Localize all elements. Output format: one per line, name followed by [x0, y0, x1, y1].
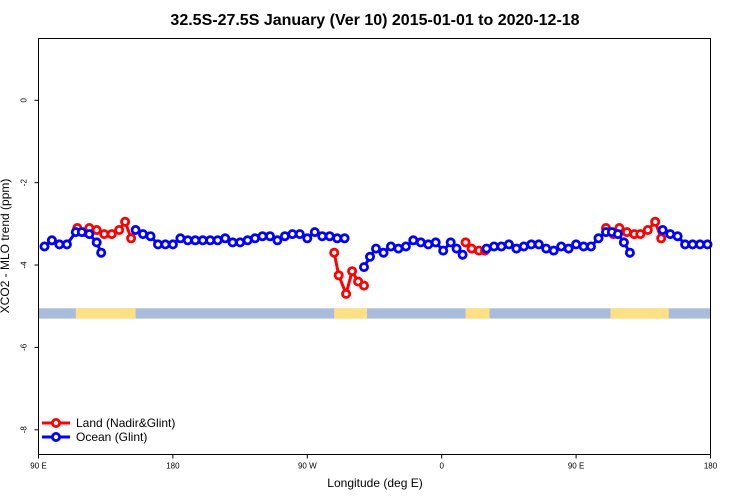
data-point: [46, 235, 57, 246]
data-point: [445, 237, 456, 248]
data-point: [635, 229, 646, 240]
data-point: [91, 224, 102, 235]
plot-frame: [38, 38, 711, 455]
data-point: [618, 237, 629, 248]
data-point: [106, 229, 117, 240]
data-point: [650, 216, 661, 227]
data-point: [370, 243, 381, 254]
data-point: [264, 231, 275, 242]
data-point: [702, 239, 713, 250]
data-point: [212, 235, 223, 246]
data-point: [84, 229, 95, 240]
series-layer: [39, 216, 713, 299]
x-tick-label: 180: [166, 462, 180, 471]
legend: Land (Nadir&Glint)Ocean (Glint): [42, 416, 175, 444]
data-point: [91, 237, 102, 248]
data-point: [329, 247, 340, 258]
x-tick-label: 90 W: [298, 462, 317, 471]
data-point: [378, 247, 389, 258]
legend-item-land-nadir-glint: Land (Nadir&Glint): [42, 416, 175, 430]
data-point: [339, 233, 350, 244]
data-point: [400, 241, 411, 252]
data-point: [541, 243, 552, 254]
legend-label: Land (Nadir&Glint): [76, 416, 175, 430]
chart-title: 32.5S-27.5S January (Ver 10) 2015-01-01 …: [170, 12, 579, 29]
data-point: [533, 239, 544, 250]
data-point: [76, 227, 87, 238]
data-point: [612, 229, 623, 240]
data-point: [130, 224, 141, 235]
data-point: [358, 280, 369, 291]
data-point: [672, 231, 683, 242]
series-ocean-glint: [39, 224, 713, 273]
legend-item-ocean-glint: Ocean (Glint): [42, 430, 147, 444]
land-band-segment: [334, 308, 368, 319]
data-point: [657, 224, 668, 235]
data-point: [358, 262, 369, 273]
x-axis: 90 E 180 90 W 0 90 E 180: [30, 454, 718, 471]
y-tick-label: 0: [20, 98, 29, 103]
y-axis-label: XCO2 - MLO trend (ppm): [0, 179, 12, 314]
y-tick-label: -6: [20, 343, 29, 351]
land-band-segment: [610, 308, 669, 319]
legend-marker: [51, 417, 62, 428]
land-band-segment: [75, 308, 136, 319]
data-point: [624, 247, 635, 258]
data-point: [145, 231, 156, 242]
legend-marker: [51, 431, 62, 442]
data-point: [120, 216, 131, 227]
y-tick-label: -8: [20, 426, 29, 434]
data-point: [61, 239, 72, 250]
data-point: [503, 239, 514, 250]
legend-label: Ocean (Glint): [76, 430, 147, 444]
data-point: [364, 251, 375, 262]
data-point: [294, 229, 305, 240]
data-point: [415, 237, 426, 248]
data-point: [114, 224, 125, 235]
y-axis: 0 -2 -4 -6 -8: [20, 98, 39, 434]
data-point: [272, 235, 283, 246]
data-point: [341, 288, 352, 299]
data-point: [457, 249, 468, 260]
data-point: [586, 241, 597, 252]
data-point: [451, 243, 462, 254]
data-point: [39, 241, 50, 252]
y-tick-label: -2: [20, 179, 29, 187]
data-point: [548, 245, 559, 256]
data-point: [438, 245, 449, 256]
land-band-segment: [465, 308, 490, 319]
data-point: [460, 237, 471, 248]
data-point: [302, 233, 313, 244]
data-point: [656, 233, 667, 244]
data-point: [430, 237, 441, 248]
x-axis-label: Longitude (deg E): [327, 476, 422, 490]
data-point: [309, 227, 320, 238]
data-point: [642, 224, 653, 235]
x-tick-label: 90 E: [30, 462, 46, 471]
surface-type-band: [38, 308, 711, 319]
data-point: [593, 233, 604, 244]
data-point: [167, 239, 178, 250]
data-point: [96, 247, 107, 258]
x-tick-label: 180: [704, 462, 718, 471]
x-tick-label: 0: [439, 462, 444, 471]
x-tick-label: 90 E: [568, 462, 584, 471]
data-point: [126, 233, 137, 244]
data-point: [563, 243, 574, 254]
data-point: [220, 233, 231, 244]
data-point: [347, 266, 358, 277]
data-point: [333, 270, 344, 281]
y-tick-label: -4: [20, 261, 29, 269]
ocean-band: [38, 308, 711, 319]
